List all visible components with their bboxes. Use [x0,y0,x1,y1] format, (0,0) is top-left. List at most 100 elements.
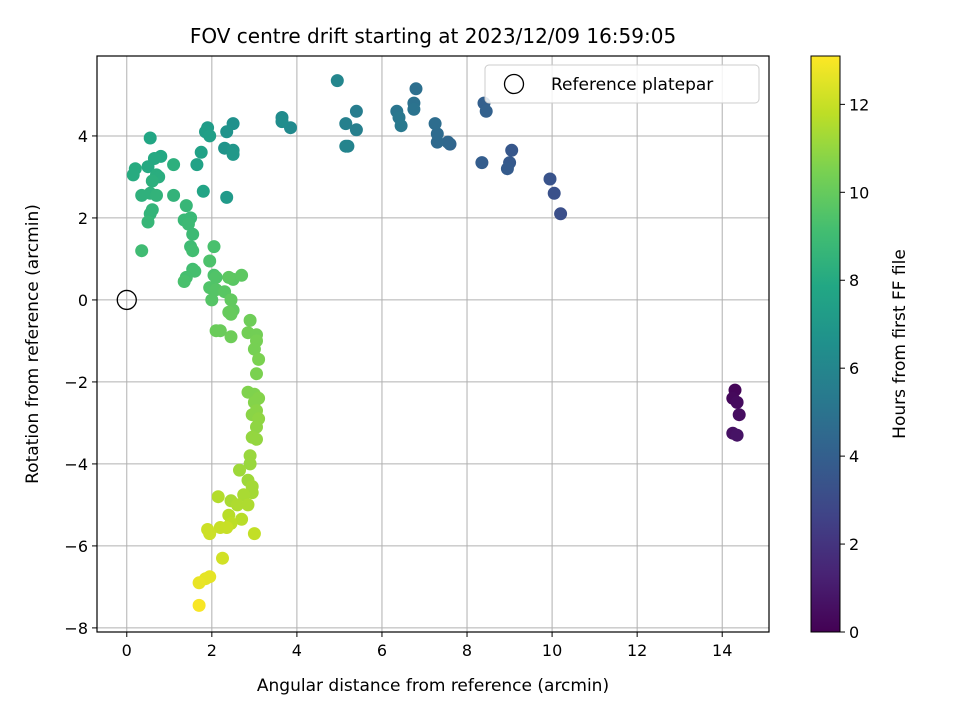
colorbar-tick-label: 0 [849,623,859,642]
data-point [235,512,249,526]
data-point [732,408,746,422]
data-point [547,186,561,200]
x-tick-label: 6 [377,641,387,660]
data-point [479,104,493,118]
data-point [192,598,206,612]
data-point [224,293,238,307]
data-point [205,293,219,307]
data-point [203,570,217,584]
data-point [247,527,261,541]
data-point [194,145,208,159]
data-point [181,217,195,231]
data-point [207,240,221,254]
y-tick-label: −8 [64,619,88,638]
reference-point [116,289,137,311]
data-point [349,123,363,137]
data-point [730,428,744,442]
colorbar-tick-label: 2 [849,535,859,554]
data-point [252,352,266,366]
x-tick-label: 8 [462,641,472,660]
data-point [216,551,229,565]
data-point [409,82,423,96]
data-point [145,174,159,188]
data-point [250,432,263,446]
data-point [135,244,149,258]
x-axis-ticks: 0 2 4 6 8 10 12 14 [122,632,732,660]
y-axis-ticks: −8 −6 −4 −2 0 2 4 [64,127,97,638]
data-point [339,117,353,131]
y-axis-label: Rotation from reference (arcmin) [23,204,43,484]
x-tick-label: 0 [122,641,132,660]
data-point [441,135,455,149]
data-point [250,367,263,381]
data-point [177,275,191,288]
data-point [145,203,159,217]
data-point [730,395,744,409]
data-point [211,490,225,504]
chart-title: FOV centre drift starting at 2023/12/09 … [190,24,676,48]
colorbar-tick-label: 8 [849,271,859,290]
data-point [150,188,163,202]
data-point [209,270,223,284]
x-tick-label: 12 [627,641,647,660]
data-point [250,420,263,434]
colorbar-label: Hours from first FF file [890,249,910,439]
data-point [179,199,193,213]
x-axis-label: Angular distance from reference (arcmin) [257,676,609,696]
plot-frame [96,55,770,633]
data-point [192,576,206,590]
data-point [407,102,421,116]
colorbar-tick-label: 4 [849,447,859,466]
data-point [167,158,181,172]
y-tick-label: −4 [64,455,88,474]
x-tick-label: 4 [292,641,302,660]
data-point [500,162,514,176]
data-point [126,168,140,182]
legend-box [484,64,760,104]
colorbar-tick-label: 10 [849,183,869,202]
data-point [235,268,249,282]
colorbar-tick-label: 6 [849,359,859,378]
colorbar-ticks: 0 2 4 6 8 10 12 [840,95,869,642]
data-points [126,74,746,612]
data-point [222,305,236,319]
data-point [190,158,204,172]
grid-lines [97,56,769,632]
data-point [186,244,200,258]
x-tick-label: 10 [542,641,562,660]
data-point [213,324,227,338]
data-point [220,190,234,204]
data-point [143,131,157,145]
data-point [241,498,255,512]
y-tick-label: 0 [78,291,88,310]
data-point [243,313,257,327]
data-point [226,147,240,161]
y-tick-label: 4 [78,127,88,146]
data-point [237,488,251,502]
data-point [233,463,246,477]
data-point [428,117,442,131]
data-point [275,115,289,129]
data-point [141,160,155,174]
data-point [220,125,234,139]
reference-marker [116,289,137,311]
x-tick-label: 14 [712,641,732,660]
data-point [222,270,236,284]
data-point [339,139,353,153]
colorbar [810,55,841,633]
y-tick-label: 2 [78,209,88,228]
colorbar-tick-label: 12 [849,95,869,114]
y-tick-label: −6 [64,537,88,556]
data-point [243,457,257,471]
data-point [220,521,234,534]
data-point [186,227,200,241]
data-point [224,330,238,344]
data-point [196,184,210,198]
legend-marker [503,73,525,95]
data-point [349,104,363,118]
data-point [203,129,217,143]
data-point [247,342,261,356]
data-point [430,127,444,141]
legend-entry-reference: Reference platepar [551,75,713,95]
